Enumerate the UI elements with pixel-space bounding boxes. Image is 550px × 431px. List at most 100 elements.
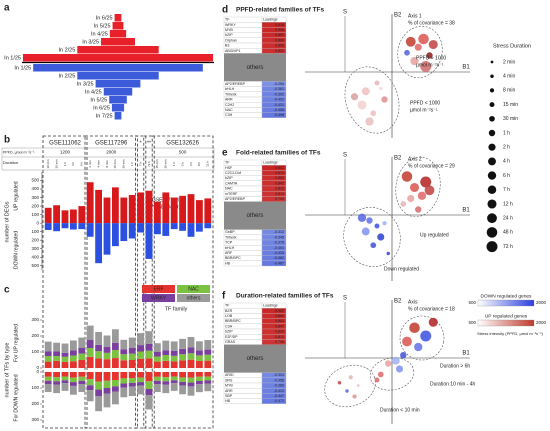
legend-swatch: [142, 294, 175, 302]
stack-down: [44, 372, 52, 377]
dataset-box: [151, 135, 214, 429]
stack-up: [145, 350, 153, 359]
point: [420, 61, 432, 72]
bar-up: [162, 192, 170, 224]
bar-up: [44, 207, 52, 224]
stack-up: [204, 340, 212, 350]
stack-down: [78, 384, 86, 392]
duration: 3 h: [71, 162, 75, 167]
panel-letter: c: [4, 285, 10, 296]
stack-up: [154, 352, 161, 357]
legend-size: [487, 213, 497, 224]
table-header-text: TF: [225, 161, 230, 165]
stack-up: [204, 349, 212, 355]
dataset-box: [143, 135, 155, 429]
stack-up: [95, 332, 102, 345]
stack-down: [78, 376, 86, 381]
table-cell: [223, 42, 263, 49]
bar-down: [33, 64, 203, 72]
point: [345, 389, 349, 393]
stack-down: [170, 383, 178, 391]
loading: -0.458: [274, 108, 284, 112]
legend-label: 48 h: [503, 230, 513, 236]
legend-size: [488, 143, 496, 151]
stack-up: [179, 354, 186, 361]
stack-up: [112, 350, 119, 359]
tf-name: ARID: [225, 373, 234, 377]
stack-up: [44, 351, 52, 356]
table-header: [223, 159, 263, 166]
tf-name: bZIP: [225, 330, 233, 334]
stack-down: [137, 385, 144, 395]
legend-label: 72 h: [503, 244, 513, 250]
bar-up: [128, 195, 136, 224]
stack-down: [95, 381, 102, 390]
bar-up: [23, 54, 213, 62]
stack-up: [120, 349, 128, 355]
bar-up: [120, 197, 128, 224]
loading: 0.881: [275, 314, 284, 318]
legend-size: [489, 115, 495, 122]
tf-name: BBR/BPC: [225, 256, 241, 260]
group-ellipse: [324, 364, 376, 408]
stack-down: [137, 382, 144, 386]
point: [415, 206, 422, 213]
stack-down: [95, 396, 102, 412]
stack-down: [145, 381, 153, 389]
stack-down: [112, 380, 119, 387]
loading: -0.402: [274, 98, 284, 102]
row-label: In 3/25: [82, 39, 99, 45]
loading: -0.462: [274, 256, 284, 260]
duration: 7 h: [138, 162, 142, 167]
loading: 0.798: [275, 340, 284, 344]
stack-down: [170, 372, 178, 377]
loading: -0.389: [274, 384, 284, 388]
legend-label: 1 h: [503, 130, 510, 136]
stack-up: [103, 359, 111, 368]
stack-up: [187, 359, 195, 368]
panel-title: Fold-related families of TFs: [236, 150, 321, 157]
legend-label: 2 h: [503, 145, 510, 151]
panel-letter: e: [222, 148, 228, 159]
bar-up: [103, 197, 111, 224]
stack-down: [154, 384, 161, 392]
annotation: PPFD > 1000: [416, 55, 446, 61]
table-cell: [261, 112, 287, 118]
stack-up: [196, 355, 203, 361]
loading: -0.324: [274, 373, 284, 377]
stack-up: [53, 351, 60, 356]
point: [361, 87, 370, 96]
loading: 0.902: [275, 309, 284, 313]
legend-label: 6 h: [503, 173, 510, 179]
stack-up: [78, 337, 86, 348]
stack-up: [86, 340, 94, 348]
stack-down: [204, 380, 212, 384]
point: [357, 213, 367, 222]
stack-down: [86, 385, 94, 391]
group-ellipse: [397, 25, 443, 79]
stack-down: [95, 389, 102, 396]
tf-name: ARR: [225, 98, 233, 102]
row-label: In 7/25: [96, 113, 113, 119]
panel-letter: a: [4, 3, 10, 14]
legend-size: [490, 74, 494, 78]
axis-label: number of TFs by type: [4, 343, 10, 398]
duration: 15 min: [155, 159, 159, 168]
axis-label: B1: [462, 208, 470, 214]
tf-name: ARR: [225, 389, 233, 393]
axis-label: For DOWN regulated: [13, 374, 19, 421]
legend-label: 12 h: [503, 201, 513, 207]
loading: 0.864: [275, 319, 284, 323]
y-tick-label: 100: [31, 212, 39, 217]
point: [374, 377, 380, 383]
point: [428, 317, 438, 327]
stack-up: [86, 348, 94, 357]
loading: 0.918: [275, 23, 284, 27]
bar-down: [111, 104, 125, 112]
legend-label: 2 min: [503, 59, 515, 65]
table-header-text: Loadings: [263, 161, 278, 165]
stack-up: [128, 360, 136, 368]
stack-up: [103, 346, 111, 353]
stack-down: [86, 390, 94, 402]
